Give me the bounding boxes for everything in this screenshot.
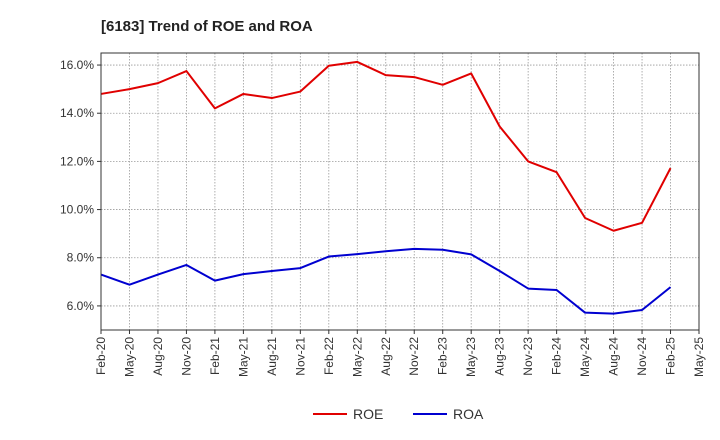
y-tick-label: 12.0%: [60, 154, 94, 168]
series-layer: [100, 60, 672, 315]
x-tick-label: Aug-20: [151, 337, 165, 376]
x-tick-label: Nov-21: [293, 337, 307, 376]
plot-frame: [100, 52, 700, 331]
y-tick-label: 16.0%: [60, 58, 94, 72]
x-tick-label: Feb-22: [322, 337, 336, 375]
x-tick-label: Aug-24: [607, 337, 621, 376]
x-tick-label: Feb-20: [94, 337, 108, 375]
x-tick-label: May-22: [350, 337, 364, 377]
legend-label-roa: ROA: [453, 406, 484, 422]
legend-label-roe: ROE: [353, 406, 383, 422]
x-tick-label: May-24: [578, 337, 592, 377]
series-line-roe: [100, 60, 672, 232]
series-line-roa: [100, 247, 672, 315]
x-tick-label: Aug-23: [493, 337, 507, 376]
x-axis: Feb-20 May-20 Aug-20 Nov-20 Feb-21 May-21 Aug-…: [94, 330, 706, 377]
x-tick-label: Nov-23: [521, 337, 535, 376]
legend: ROE ROA: [313, 406, 484, 422]
chart-title: [6183] Trend of ROE and ROA: [101, 18, 313, 35]
x-tick-label: Feb-24: [550, 337, 564, 375]
x-tick-label: Feb-25: [664, 337, 678, 375]
y-tick-label: 14.0%: [60, 106, 94, 120]
x-tick-label: May-25: [692, 337, 706, 377]
x-tick-label: Feb-23: [436, 337, 450, 375]
x-tick-label: Nov-22: [407, 337, 421, 376]
y-tick-label: 6.0%: [67, 299, 95, 313]
y-tick-label: 10.0%: [60, 203, 94, 217]
grid: [101, 53, 699, 330]
x-tick-label: Aug-22: [379, 337, 393, 376]
x-tick-label: Nov-24: [635, 337, 649, 376]
y-tick-label: 8.0%: [67, 251, 95, 265]
y-axis: 6.0% 8.0% 10.0% 12.0% 14.0% 16.0%: [60, 58, 101, 313]
x-tick-label: Feb-21: [208, 337, 222, 375]
x-tick-label: May-20: [122, 337, 136, 377]
x-tick-label: Aug-21: [265, 337, 279, 376]
x-tick-label: May-23: [464, 337, 478, 377]
x-tick-label: Nov-20: [179, 337, 193, 376]
x-tick-label: May-21: [236, 337, 250, 377]
